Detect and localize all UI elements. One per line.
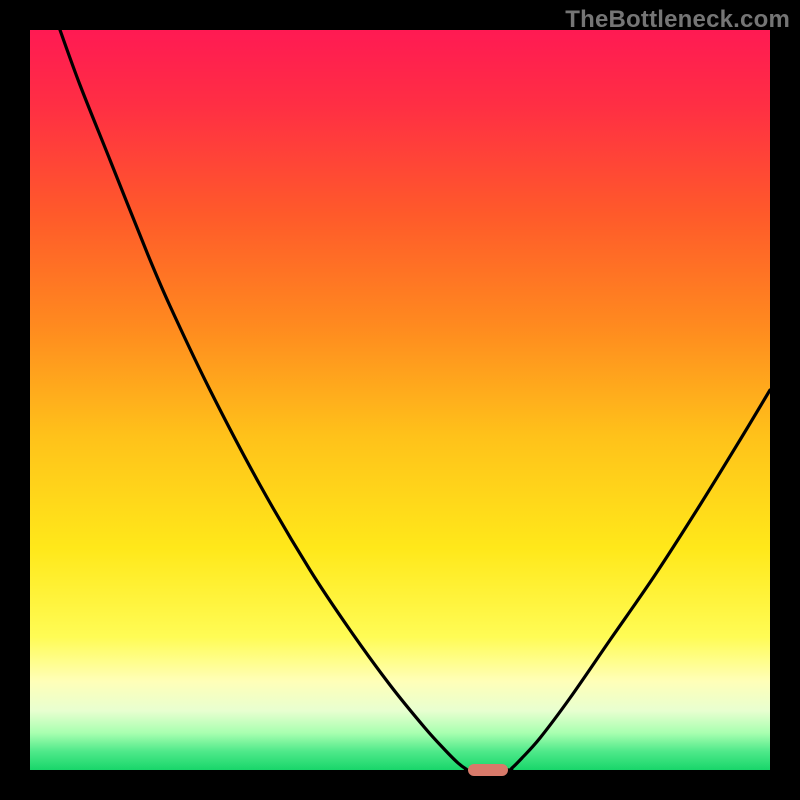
plot-area bbox=[30, 30, 770, 770]
optimal-marker bbox=[468, 764, 508, 776]
chart-container: TheBottleneck.com bbox=[0, 0, 800, 800]
bottleneck-curve bbox=[30, 30, 770, 770]
watermark-text: TheBottleneck.com bbox=[565, 6, 790, 34]
